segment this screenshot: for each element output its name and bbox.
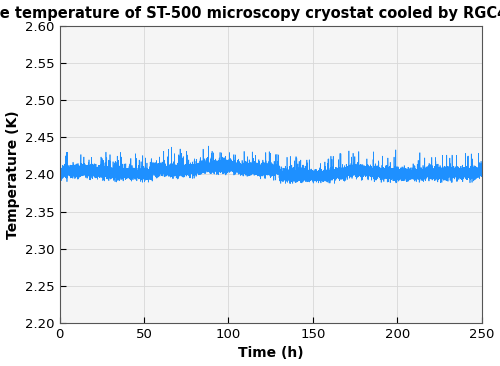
Y-axis label: Temperature (K): Temperature (K) [6,110,20,239]
Title: Base temperature of ST-500 microscopy cryostat cooled by RGC4 system: Base temperature of ST-500 microscopy cr… [0,5,500,20]
X-axis label: Time (h): Time (h) [238,347,304,361]
